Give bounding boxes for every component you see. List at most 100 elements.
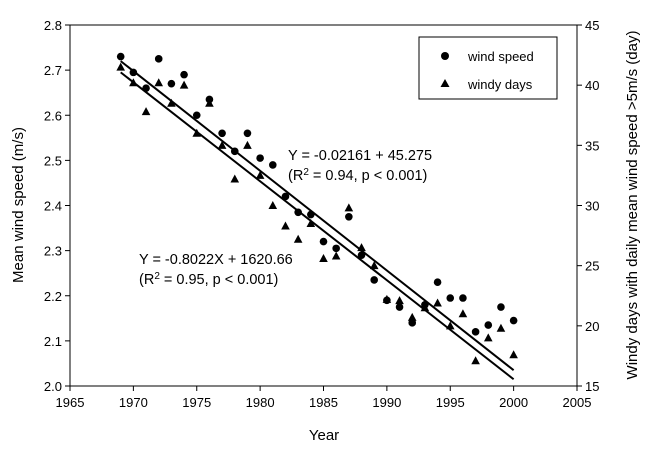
wind-speed-point xyxy=(509,316,518,325)
windy-days-point xyxy=(382,294,392,303)
y-left-tick-label: 2.1 xyxy=(44,334,62,349)
y-left-tick-label: 2.2 xyxy=(44,289,62,304)
windy-days-point xyxy=(331,251,341,260)
y-left-axis-ticks: 2.0 2.1 2.2 2.3 2.4 2.5 2.6 2.7 2.8 xyxy=(44,18,70,394)
windy-days-point xyxy=(217,140,227,149)
windy-days-point xyxy=(192,128,202,137)
y-right-axis-title: Windy days with daily mean wind speed >5… xyxy=(624,31,641,380)
windy-days-point xyxy=(255,170,265,179)
windy-days-point xyxy=(445,321,455,330)
wind-speed-point xyxy=(471,328,480,336)
windy-days-point xyxy=(179,80,189,89)
fit-line-2 xyxy=(120,71,515,381)
windy-days-point xyxy=(129,78,138,87)
annotation-2-stats-post: = 0.95, p < 0.001) xyxy=(160,272,279,288)
windy-days-point xyxy=(420,303,430,312)
wind-speed-point xyxy=(256,154,264,162)
windy-days-point xyxy=(458,309,468,318)
wind-speed-point xyxy=(116,52,125,61)
fit-lines xyxy=(120,60,515,381)
wind-speed-point xyxy=(142,84,150,92)
y-right-tick-label: 40 xyxy=(585,78,599,93)
y-left-axis-title: Mean wind speed (m/s) xyxy=(10,127,27,283)
windy-days-point xyxy=(293,234,303,243)
wind-speed-point xyxy=(269,161,277,169)
wind-speed-point xyxy=(357,251,366,259)
annotation-1-stats: (R2 = 0.94, p < 0.001) xyxy=(288,167,427,185)
wind-speed-point xyxy=(243,129,252,138)
wind-speed-point xyxy=(307,210,315,219)
wind-speed-point xyxy=(180,70,188,79)
windy-days-point xyxy=(281,221,290,230)
y-right-tick-label: 15 xyxy=(585,379,599,394)
wind-speed-point xyxy=(446,294,455,302)
legend-windy-days-marker xyxy=(440,79,450,87)
legend-windy-days-label: windy days xyxy=(467,77,533,92)
y-left-tick-label: 2.0 xyxy=(44,379,62,394)
wind-speed-point xyxy=(281,192,290,201)
y-left-tick-label: 2.4 xyxy=(44,199,62,214)
annotation-1-stats-sup: 2 xyxy=(303,167,309,178)
x-tick-label: 2000 xyxy=(499,395,528,410)
annotation-2-equation: Y = -0.8022X + 1620.66 xyxy=(139,252,293,268)
x-tick-label: 1985 xyxy=(309,395,338,410)
wind-speed-point xyxy=(230,147,239,156)
x-tick-label: 1990 xyxy=(372,395,401,410)
series-marks xyxy=(116,52,518,365)
wind-speed-point xyxy=(408,319,417,327)
windy-days-point xyxy=(154,78,164,87)
annotation-1-stats-pre: (R xyxy=(288,168,303,184)
y-right-tick-label: 20 xyxy=(585,319,599,334)
x-tick-label: 1965 xyxy=(56,395,85,410)
legend: wind speed windy days xyxy=(418,36,558,100)
wind-speed-point xyxy=(459,294,467,302)
wind-speed-point xyxy=(332,244,340,253)
windy-days-point xyxy=(243,140,252,149)
wind-speed-point xyxy=(154,55,163,63)
legend-wind-speed-marker xyxy=(441,52,449,60)
windy-days-point xyxy=(433,298,442,307)
annotation-1-equation: Y = -0.02161 + 45.275 xyxy=(288,148,432,164)
x-axis-title: Year xyxy=(309,427,339,444)
wind-speed-point xyxy=(319,237,328,246)
windy-days-point xyxy=(167,98,176,107)
legend-wind-speed-label: wind speed xyxy=(467,49,534,64)
windy-days-point xyxy=(205,98,214,107)
windy-days-point xyxy=(230,174,240,183)
wind-speed-point xyxy=(218,129,226,138)
y-left-tick-label: 2.8 xyxy=(44,18,62,33)
x-tick-label: 1980 xyxy=(246,395,275,410)
wind-speed-point xyxy=(497,303,505,311)
y-left-tick-label: 2.6 xyxy=(44,108,62,123)
wind-speed-point xyxy=(167,79,176,88)
annotation-fit-1: Y = -0.02161 + 45.275 (R2 = 0.94, p < 0.… xyxy=(288,148,432,184)
windy-days-point xyxy=(344,203,354,212)
windy-days-point xyxy=(141,107,151,116)
windy-days-point xyxy=(496,323,506,332)
x-tick-label: 1970 xyxy=(119,395,148,410)
x-tick-label: 1975 xyxy=(182,395,211,410)
windy-days-point xyxy=(369,261,379,270)
y-left-tick-label: 2.7 xyxy=(44,63,62,78)
wind-speed-point xyxy=(129,68,138,77)
windy-days-point xyxy=(483,333,493,342)
annotation-2-stats-sup: 2 xyxy=(154,271,160,282)
windy-days-point xyxy=(319,253,328,262)
windy-days-point xyxy=(471,356,480,365)
annotation-2-stats-pre: (R xyxy=(139,272,154,288)
legend-box xyxy=(418,36,558,100)
annotation-fit-2: Y = -0.8022X + 1620.66 (R2 = 0.95, p < 0… xyxy=(139,252,293,288)
windy-days-point xyxy=(395,296,404,305)
wind-speed-point xyxy=(370,276,379,284)
y-right-axis-ticks: 15 20 25 30 35 40 45 xyxy=(577,18,599,394)
windy-days-point xyxy=(509,350,518,359)
x-axis-ticks: 1965 1970 1975 1980 1985 1990 1995 2000 2005 xyxy=(56,386,591,410)
windy-days-point xyxy=(306,219,316,228)
y-right-tick-label: 25 xyxy=(585,259,599,274)
annotation-2-stats: (R2 = 0.95, p < 0.001) xyxy=(139,271,278,289)
y-left-tick-label: 2.3 xyxy=(44,244,62,259)
y-right-tick-label: 35 xyxy=(585,138,599,153)
windy-days-point xyxy=(357,243,366,252)
windy-days-point xyxy=(116,62,125,71)
